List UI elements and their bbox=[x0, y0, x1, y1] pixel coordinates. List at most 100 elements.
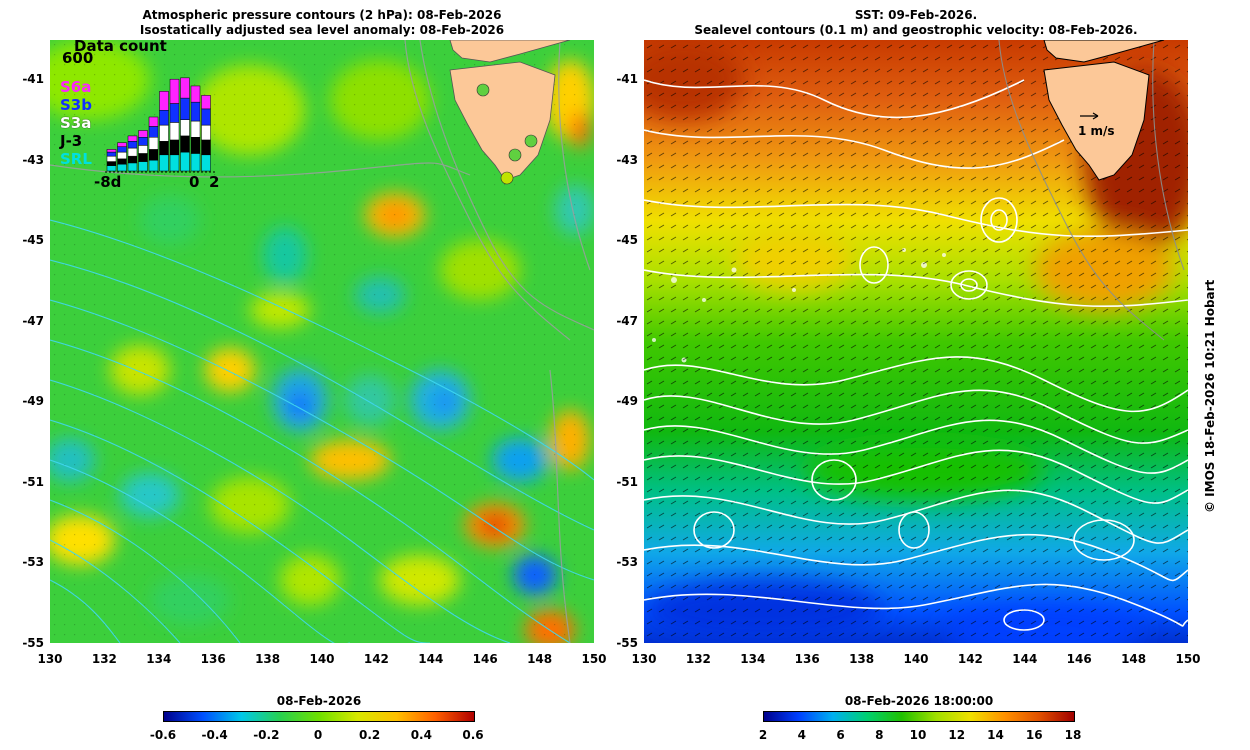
y-tick-label: -49 bbox=[616, 394, 638, 408]
velocity-scale-label: 1 m/s bbox=[1078, 124, 1115, 138]
data-count-bar-segment bbox=[159, 110, 169, 126]
colorbar-tick-label: 6 bbox=[836, 728, 845, 742]
mission-label: S3b bbox=[60, 96, 92, 114]
colorbar-tick-label: 18 bbox=[1064, 728, 1082, 742]
mission-label: S6a bbox=[60, 78, 92, 96]
data-count-bar-segment bbox=[117, 146, 127, 153]
x-tick-label: 134 bbox=[146, 652, 172, 666]
x-tick-label: 130 bbox=[631, 652, 657, 666]
mission-label: S3a bbox=[60, 114, 92, 132]
data-count-bar-segment bbox=[180, 77, 190, 99]
ssla-map[interactable]: Data count 600 S6a S3b S3a J-3 SRL -8d 0 2 bbox=[50, 40, 594, 643]
colorbar-tick-label: -0.2 bbox=[253, 728, 280, 742]
data-count-bar-segment bbox=[106, 155, 117, 162]
colorbar-tick-label: -0.6 bbox=[149, 728, 177, 742]
x-tick-label: 144 bbox=[418, 652, 444, 666]
y-tick-label: -49 bbox=[22, 394, 44, 408]
x-tick-label: 148 bbox=[1121, 652, 1147, 666]
colorbar-tick-label: -0.4 bbox=[201, 728, 228, 742]
data-count-bar-segment bbox=[201, 139, 211, 156]
colorbar-tick-label: 0 bbox=[313, 728, 323, 742]
x-tick-label: 148 bbox=[527, 652, 553, 666]
colorbar-tick-label: 8 bbox=[875, 728, 884, 742]
left-colorbar-title: 08-Feb-2026 bbox=[276, 694, 362, 708]
y-tick-label: -47 bbox=[22, 313, 44, 328]
colorbar-tick-label: 0.2 bbox=[359, 728, 381, 742]
data-count-bar-segment bbox=[138, 153, 148, 162]
y-tick-label: -41 bbox=[616, 72, 638, 86]
x-tick-label: 132 bbox=[91, 652, 117, 666]
data-count-bar-segment bbox=[148, 126, 159, 138]
data-count-bar-segment bbox=[190, 153, 201, 172]
data-count-bar-segment bbox=[201, 154, 211, 172]
right-title-line1: SST: 09-Feb-2026. bbox=[854, 8, 978, 22]
data-count-x-start: -8d bbox=[94, 173, 122, 191]
mission-label: J-3 bbox=[60, 132, 83, 150]
data-count-bar-segment bbox=[180, 151, 190, 172]
data-count-bar-segment bbox=[201, 95, 211, 110]
colorbar-tick-label: 2 bbox=[758, 728, 768, 742]
colorbar-tick-label: 12 bbox=[948, 728, 966, 742]
sst-map-canvas bbox=[644, 40, 1188, 643]
x-tick-label: 138 bbox=[255, 652, 281, 666]
data-count-x-zero: 0 bbox=[189, 173, 200, 191]
colorbar-tick-label: 0.6 bbox=[462, 728, 484, 742]
left-title-line1: Atmospheric pressure contours (2 hPa): 0… bbox=[142, 8, 502, 22]
data-count-bar-segment bbox=[117, 158, 127, 165]
x-tick-label: 142 bbox=[363, 652, 389, 666]
data-count-bar-segment bbox=[190, 85, 201, 103]
data-count-bar-segment bbox=[138, 137, 148, 146]
data-count-bar-segment bbox=[159, 141, 169, 156]
x-tick-label: 146 bbox=[1066, 652, 1092, 666]
sst-map[interactable]: 1 m/s bbox=[644, 40, 1188, 643]
left-title-line2: Isostatically adjusted sea level anomaly… bbox=[139, 23, 505, 37]
data-count-bar-segment bbox=[180, 135, 190, 153]
colorbar-tick-label: 0.4 bbox=[410, 728, 432, 742]
right-colorbar-title: 08-Feb-2026 18:00:00 bbox=[844, 694, 994, 708]
data-count-bar-segment bbox=[169, 139, 180, 156]
data-count-bar-segment bbox=[190, 120, 201, 138]
right-title-line2: Sealevel contours (0.1 m) and geostrophi… bbox=[694, 23, 1138, 37]
data-count-bar-segment bbox=[159, 124, 169, 142]
x-tick-label: 130 bbox=[37, 652, 63, 666]
y-tick-label: -51 bbox=[22, 474, 44, 489]
x-tick-label: 136 bbox=[200, 652, 226, 666]
imos-credit: © IMOS 18-Feb-2026 10:21 Hobart bbox=[1203, 279, 1217, 513]
data-count-bar-segment bbox=[148, 159, 159, 172]
data-count-bar-segment bbox=[127, 155, 138, 164]
data-count-bar-segment bbox=[180, 119, 190, 137]
data-count-bar-segment bbox=[117, 164, 127, 172]
data-count-bar-segment bbox=[159, 91, 169, 111]
x-tick-label: 140 bbox=[309, 652, 335, 666]
data-count-bar-segment bbox=[106, 161, 117, 166]
mission-label: SRL bbox=[60, 150, 92, 168]
y-tick-label: -41 bbox=[22, 72, 44, 86]
data-count-bar-segment bbox=[169, 103, 180, 123]
x-tick-label: 136 bbox=[794, 652, 820, 666]
data-count-bar-segment bbox=[148, 149, 159, 161]
x-tick-label: 142 bbox=[957, 652, 983, 666]
y-tick-label: -55 bbox=[22, 635, 44, 650]
data-count-title: Data count bbox=[74, 40, 167, 55]
data-count-bar-segment bbox=[117, 142, 127, 147]
data-count-bar-segment bbox=[138, 161, 148, 172]
x-tick-label: 134 bbox=[740, 652, 766, 666]
x-tick-label: 144 bbox=[1012, 652, 1038, 666]
data-count-bar-segment bbox=[190, 137, 201, 154]
y-tick-label: -43 bbox=[616, 152, 638, 167]
data-count-bar-segment bbox=[117, 151, 127, 160]
data-count-bar-segment bbox=[169, 78, 180, 104]
data-count-bar-segment bbox=[190, 101, 201, 122]
data-count-bar-segment bbox=[180, 97, 190, 120]
colorbar-tick-label: 14 bbox=[987, 728, 1004, 742]
data-count-bar-segment bbox=[169, 154, 180, 172]
data-count-bar-segment bbox=[127, 141, 138, 149]
data-count-bars bbox=[105, 77, 215, 173]
data-count-bar-segment bbox=[148, 137, 159, 150]
y-tick-label: -43 bbox=[22, 152, 44, 167]
data-count-bar-segment bbox=[138, 145, 148, 154]
sst-colorbar bbox=[763, 711, 1075, 722]
y-tick-label: -53 bbox=[22, 555, 44, 569]
data-count-bar-segment bbox=[169, 122, 180, 141]
data-count-bar-segment bbox=[106, 151, 117, 157]
